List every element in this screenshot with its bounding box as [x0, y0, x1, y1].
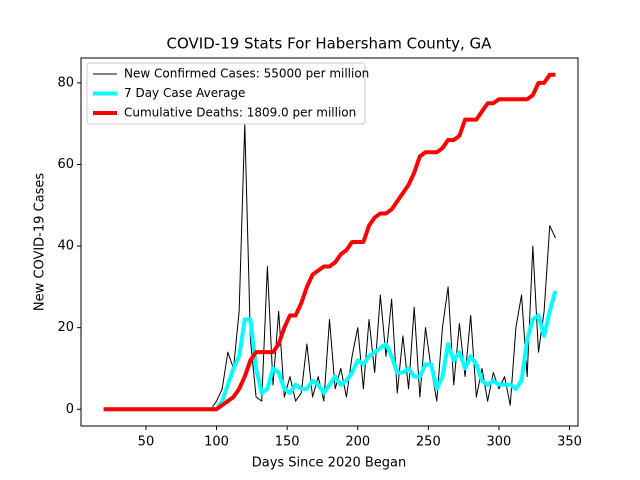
legend-box	[86, 62, 366, 125]
x-tick-label: 150	[275, 435, 300, 450]
legend-label: New Confirmed Cases: 55000 per million	[124, 67, 369, 81]
legend-label: 7 Day Case Average	[124, 86, 245, 100]
x-tick-label: 200	[345, 435, 370, 450]
x-tick-label: 100	[204, 435, 229, 450]
y-tick-label: 60	[57, 157, 74, 172]
y-tick-label: 20	[57, 320, 74, 335]
y-axis-label: New COVID-19 Cases	[33, 173, 48, 311]
data-line	[103, 72, 556, 412]
legend-label: Cumulative Deaths: 1809.0 per million	[124, 106, 356, 120]
x-tick-label: 50	[138, 435, 155, 450]
y-tick-label: 0	[66, 402, 74, 417]
y-tick-label: 40	[57, 239, 74, 254]
x-tick-label: 350	[557, 435, 582, 450]
chart-title: COVID-19 Stats For Habersham County, GA	[167, 35, 493, 53]
axes-frame	[80, 57, 579, 427]
x-tick-label: 250	[416, 435, 441, 450]
x-tick-label: 300	[487, 435, 512, 450]
x-axis-label: Days Since 2020 Began	[252, 456, 407, 471]
y-tick-label: 80	[57, 75, 74, 90]
